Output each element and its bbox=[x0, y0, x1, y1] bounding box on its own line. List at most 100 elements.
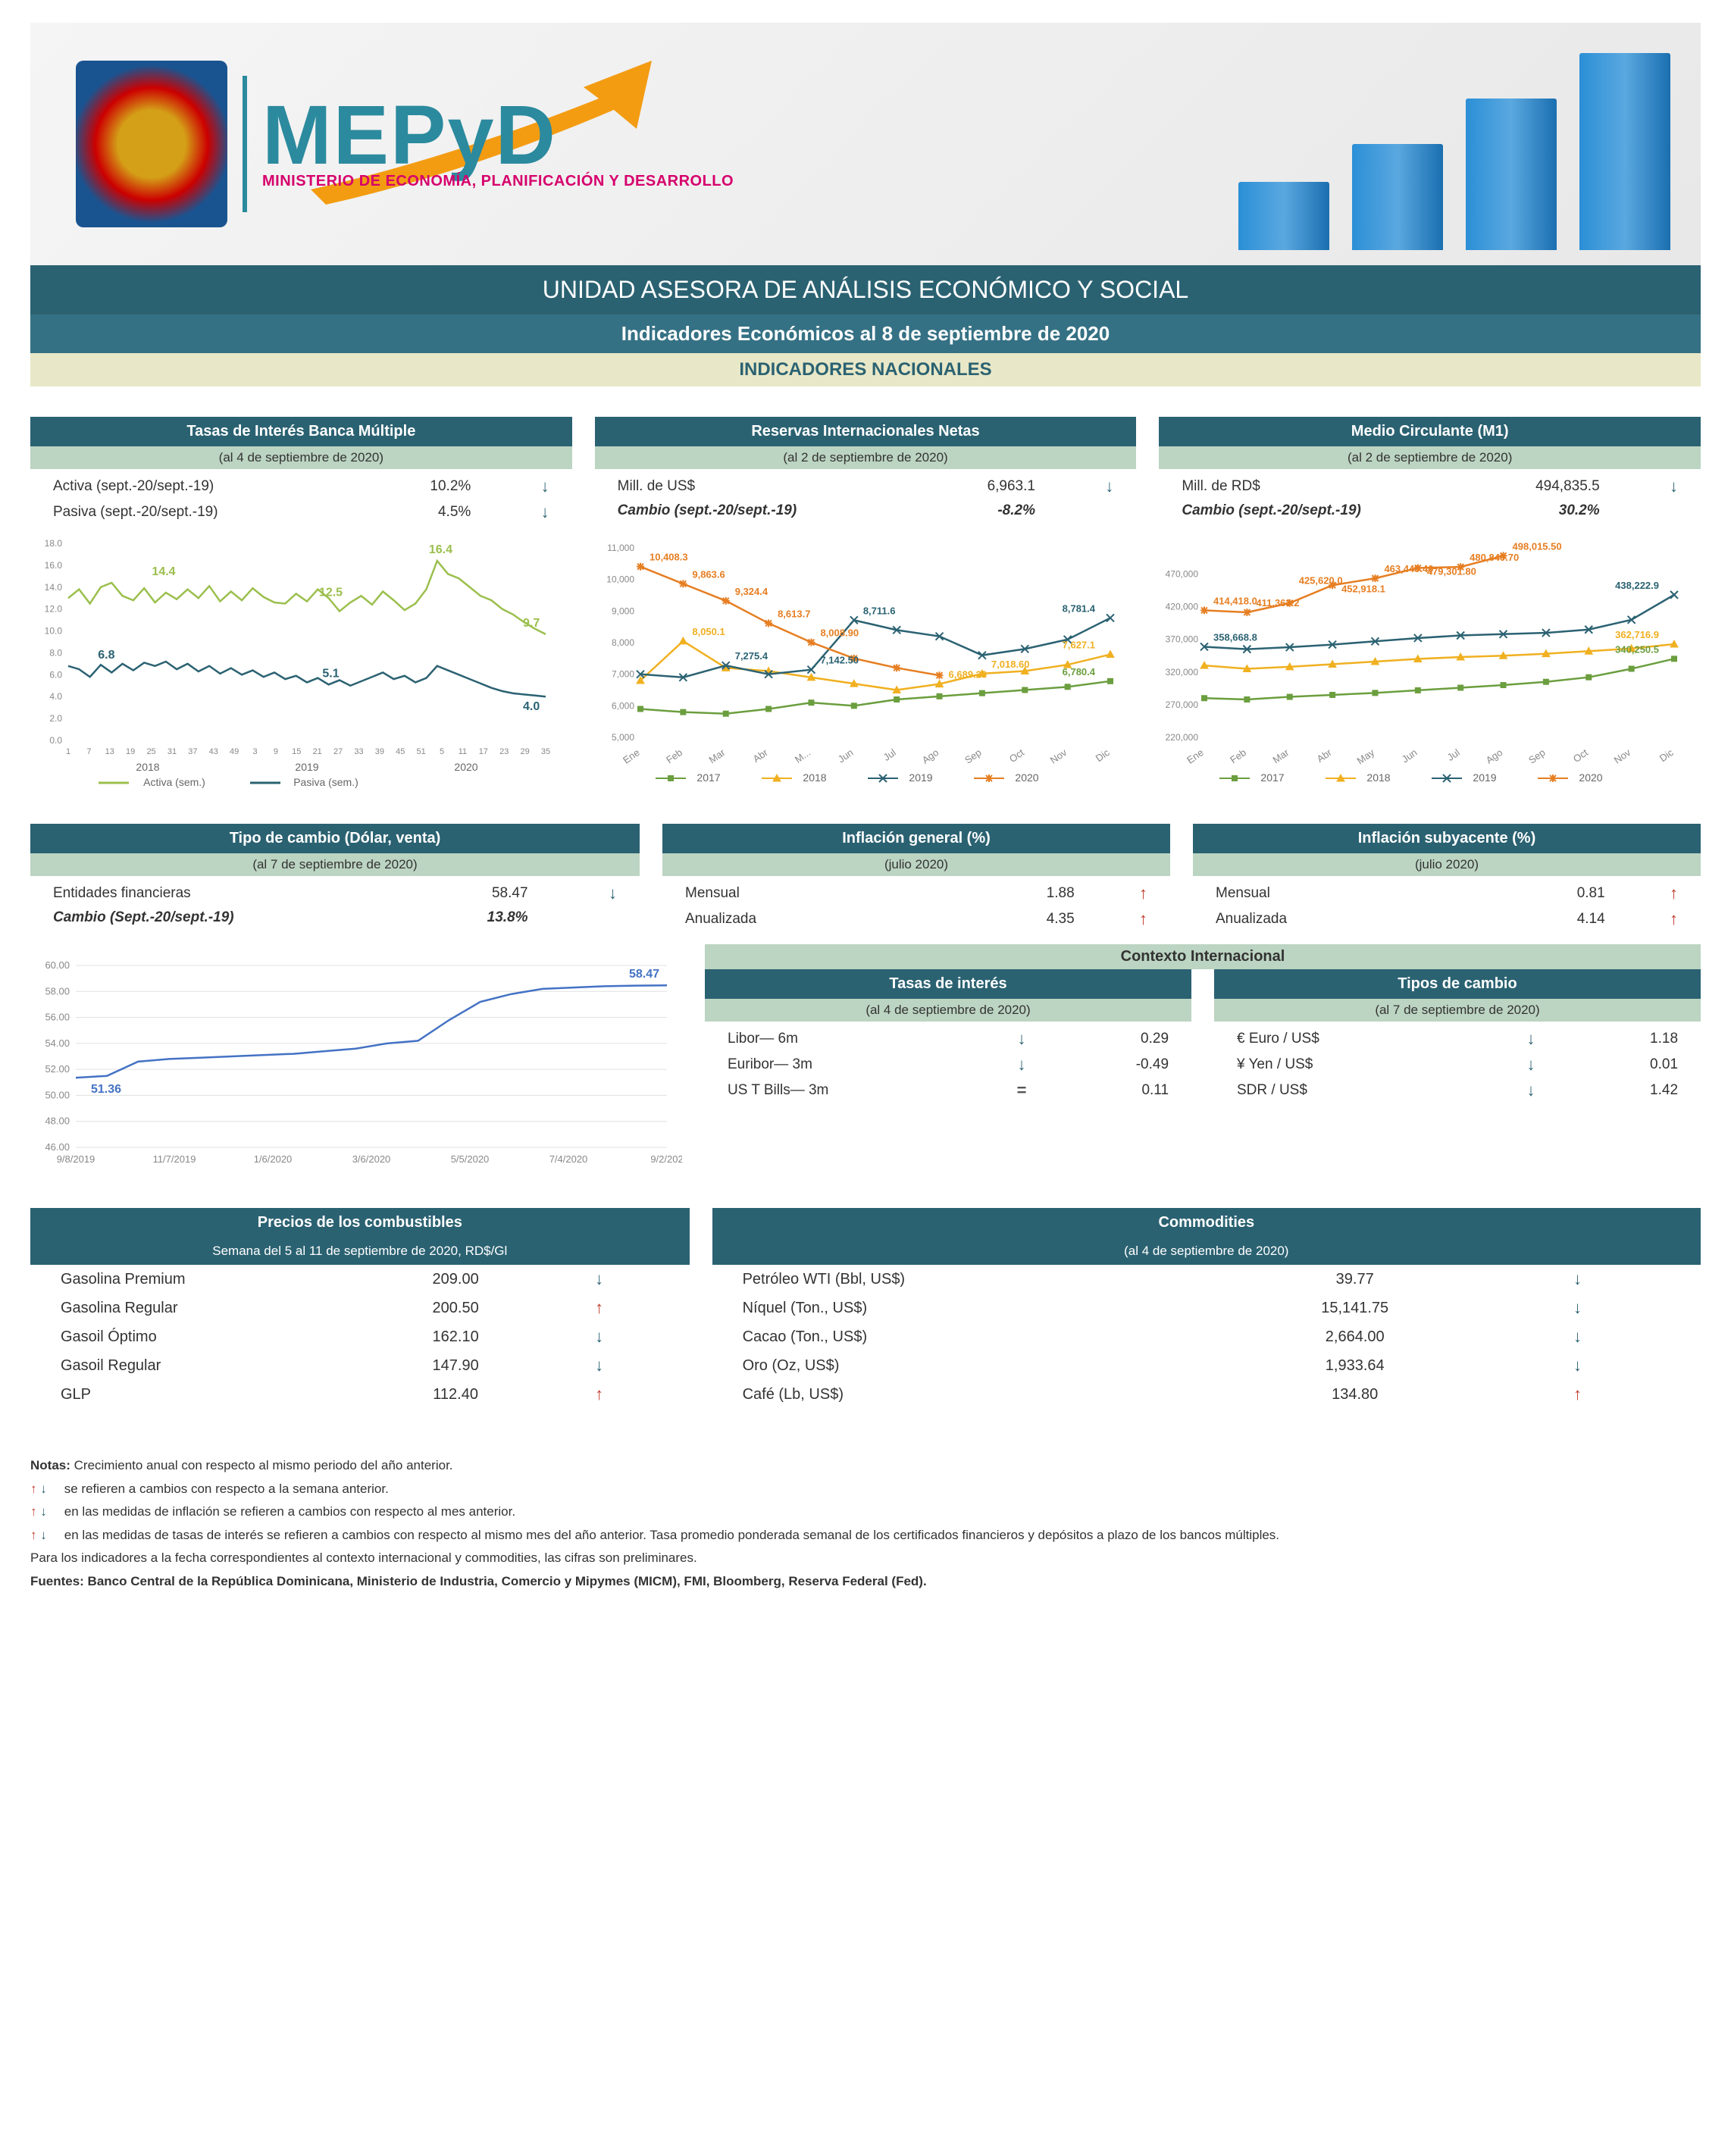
kv-row: Euribor— 3m ↓ -0.49 bbox=[728, 1052, 1169, 1078]
svg-text:5: 5 bbox=[440, 747, 444, 756]
list-item: Gasolina Regular 200.50 ↑ bbox=[30, 1294, 690, 1322]
kv-label: Pasiva (sept.-20/sept.-19) bbox=[53, 504, 340, 521]
kv-row: US T Bills— 3m = 0.11 bbox=[728, 1078, 1169, 1103]
item-name: Gasolina Premium bbox=[61, 1271, 372, 1288]
svg-text:Sep: Sep bbox=[1526, 746, 1548, 766]
svg-text:425,620.0: 425,620.0 bbox=[1299, 575, 1343, 587]
list-item: Petróleo WTI (Bbl, US$) 39.77 ↓ bbox=[712, 1265, 1701, 1294]
svg-text:18.0: 18.0 bbox=[45, 538, 63, 549]
kv-label: Cambio (sept.-20/sept.-19) bbox=[618, 502, 905, 519]
panel-contexto-tipos: Tipos de cambio (al 7 de septiembre de 2… bbox=[1214, 969, 1701, 1108]
kv-row: Pasiva (sept.-20/sept.-19) 4.5% ↓ bbox=[53, 499, 549, 525]
item-price: 162.10 bbox=[372, 1328, 540, 1346]
arrow-icon: ↑ bbox=[1605, 884, 1678, 903]
svg-text:11: 11 bbox=[459, 747, 467, 756]
kv-value: 1.88 bbox=[953, 885, 1075, 902]
svg-text:2019: 2019 bbox=[1473, 771, 1497, 784]
arrow-icon: ↓ bbox=[1485, 1356, 1670, 1375]
svg-text:Jul: Jul bbox=[881, 746, 897, 763]
panel-title: Commodities bbox=[712, 1208, 1701, 1238]
svg-text:6,689.20: 6,689.20 bbox=[948, 669, 987, 681]
arrow-icon: ↓ bbox=[540, 1269, 659, 1289]
svg-text:54.00: 54.00 bbox=[45, 1037, 70, 1049]
item-price: 134.80 bbox=[1225, 1386, 1485, 1403]
svg-text:10,000: 10,000 bbox=[606, 574, 634, 585]
kv-label: € Euro / US$ bbox=[1237, 1031, 1507, 1047]
item-name: Gasoil Regular bbox=[61, 1357, 372, 1375]
kv-row: Anualizada 4.35 ↑ bbox=[685, 906, 1147, 932]
svg-text:414,418.0: 414,418.0 bbox=[1213, 595, 1257, 606]
svg-text:43: 43 bbox=[209, 747, 218, 756]
kv-row: Libor— 6m ↓ 0.29 bbox=[728, 1026, 1169, 1052]
svg-text:5,000: 5,000 bbox=[612, 732, 634, 743]
svg-text:50.00: 50.00 bbox=[45, 1089, 70, 1100]
kv-row: ¥ Yen / US$ ↓ 0.01 bbox=[1237, 1052, 1678, 1078]
panel-date: (al 7 de septiembre de 2020) bbox=[30, 853, 640, 876]
svg-text:33: 33 bbox=[354, 747, 363, 756]
panel-date: (al 4 de septiembre de 2020) bbox=[705, 999, 1191, 1022]
kv-label: Euribor— 3m bbox=[728, 1056, 997, 1073]
arrow-icon: ↑ bbox=[1075, 909, 1147, 929]
item-price: 2,664.00 bbox=[1225, 1328, 1485, 1346]
svg-text:12.5: 12.5 bbox=[319, 586, 343, 599]
svg-text:9,000: 9,000 bbox=[612, 605, 634, 616]
svg-text:35: 35 bbox=[541, 747, 550, 756]
svg-text:2017: 2017 bbox=[1261, 771, 1285, 784]
svg-text:May: May bbox=[1355, 746, 1377, 767]
svg-text:5.1: 5.1 bbox=[322, 667, 339, 680]
kv-label: Mensual bbox=[685, 885, 953, 902]
svg-text:5/5/2020: 5/5/2020 bbox=[451, 1153, 490, 1165]
item-name: Oro (Oz, US$) bbox=[743, 1357, 1225, 1375]
svg-text:M...: M... bbox=[792, 746, 812, 765]
svg-text:6.0: 6.0 bbox=[49, 669, 62, 680]
panel-date: (julio 2020) bbox=[1193, 853, 1701, 876]
svg-text:25: 25 bbox=[146, 747, 155, 756]
kv-label: Anualizada bbox=[685, 911, 953, 928]
note-1: Crecimiento anual con respecto al mismo … bbox=[74, 1458, 453, 1472]
svg-text:8,781.4: 8,781.4 bbox=[1062, 602, 1095, 614]
svg-text:6.8: 6.8 bbox=[98, 649, 114, 662]
kv-label: Activa (sept.-20/sept.-19) bbox=[53, 478, 340, 495]
svg-text:Feb: Feb bbox=[664, 746, 684, 765]
item-name: Gasolina Regular bbox=[61, 1300, 372, 1317]
arrow-icon: ↑ bbox=[540, 1298, 659, 1318]
kv-value: 0.81 bbox=[1483, 885, 1605, 902]
svg-text:Mar: Mar bbox=[706, 746, 727, 766]
list-item: GLP 112.40 ↑ bbox=[30, 1380, 690, 1409]
svg-text:2020: 2020 bbox=[1579, 771, 1603, 784]
svg-text:479,301.80: 479,301.80 bbox=[1427, 566, 1476, 577]
svg-text:8.0: 8.0 bbox=[49, 647, 62, 658]
svg-text:11,000: 11,000 bbox=[607, 543, 634, 553]
svg-text:Pasiva (sem.): Pasiva (sem.) bbox=[293, 776, 358, 788]
chart-tasas-interes: 0.02.04.06.08.010.012.014.016.018.014.41… bbox=[30, 536, 572, 793]
arrow-icon: ↑ bbox=[540, 1385, 659, 1404]
svg-text:7/4/2020: 7/4/2020 bbox=[549, 1153, 588, 1165]
svg-text:10,408.3: 10,408.3 bbox=[650, 552, 688, 563]
arrow-icon: ↓ bbox=[997, 1029, 1047, 1049]
arrow-icon: ↓ bbox=[528, 884, 617, 903]
panel-title: Tasas de Interés Banca Múltiple bbox=[30, 417, 572, 446]
kv-value: 4.5% bbox=[340, 504, 471, 521]
list-item: Gasoil Regular 147.90 ↓ bbox=[30, 1351, 690, 1380]
chart-m1: 220,000270,000320,000370,000420,000470,0… bbox=[1159, 533, 1701, 790]
chart-reservas: 5,0006,0007,0008,0009,00010,00011,000Ene… bbox=[595, 533, 1137, 790]
svg-text:12.0: 12.0 bbox=[45, 604, 63, 615]
svg-text:31: 31 bbox=[167, 747, 177, 756]
svg-text:46.00: 46.00 bbox=[45, 1141, 70, 1153]
kv-row: Mensual 0.81 ↑ bbox=[1216, 881, 1678, 906]
arrow-icon: ↓ bbox=[1485, 1327, 1670, 1347]
svg-text:7: 7 bbox=[86, 747, 91, 756]
kv-value: -8.2% bbox=[905, 502, 1035, 519]
arrow-icon: ↓ bbox=[1485, 1269, 1670, 1289]
kv-value: 13.8% bbox=[380, 909, 528, 926]
svg-text:37: 37 bbox=[188, 747, 197, 756]
list-item: Gasoil Óptimo 162.10 ↓ bbox=[30, 1322, 690, 1351]
panel-contexto-tasas: Tasas de interés (al 4 de septiembre de … bbox=[705, 969, 1191, 1108]
svg-text:19: 19 bbox=[126, 747, 135, 756]
svg-text:10.0: 10.0 bbox=[45, 626, 63, 637]
panel-title: Tipos de cambio bbox=[1214, 969, 1701, 999]
svg-text:Jul: Jul bbox=[1445, 746, 1462, 763]
svg-text:52.00: 52.00 bbox=[45, 1063, 70, 1075]
item-price: 15,141.75 bbox=[1225, 1300, 1485, 1317]
svg-text:4.0: 4.0 bbox=[523, 700, 540, 713]
